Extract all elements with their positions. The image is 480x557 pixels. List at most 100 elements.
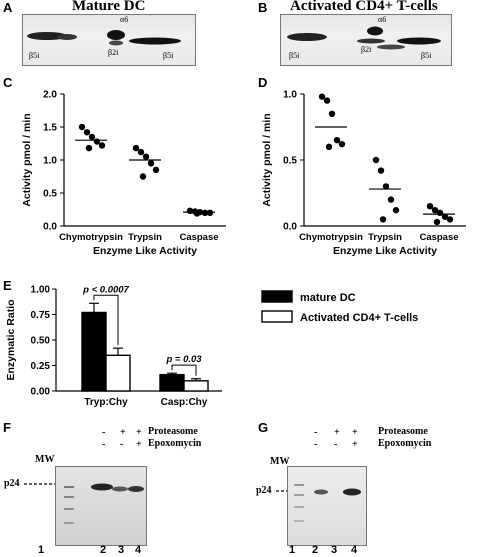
d-point-2-5 — [433, 218, 441, 226]
f-sign-1-3: + — [136, 427, 142, 438]
f-lane-3: 3 — [118, 544, 125, 556]
d-ylabel: Activity pmol / min — [261, 113, 273, 206]
spot-b-label-beta5i-left: β5i — [289, 51, 300, 60]
e-legend-label-0: mature DC — [300, 292, 356, 304]
blot-g-bands — [294, 484, 361, 522]
blot-f-bands — [64, 483, 144, 524]
d-ytick-label-2: 1.0 — [283, 90, 297, 101]
f-band-lane3 — [112, 486, 128, 492]
g-sign-2-3: + — [352, 439, 358, 450]
g-sign-1-3: + — [352, 427, 358, 438]
gel-a: α6 β2i β5i β5i — [22, 14, 196, 66]
d-point-0-5 — [325, 143, 333, 150]
c-point-0-5 — [85, 144, 93, 152]
spot-b-beta5i-mid — [377, 44, 405, 50]
spot-beta5i-left-tail — [57, 34, 77, 40]
c-point-2-5 — [193, 210, 201, 217]
f-sign-2-2: - — [120, 439, 124, 450]
d-point-2-1 — [431, 206, 439, 214]
c-xtick-label-1: Trypsin — [128, 232, 162, 243]
spot-beta5i-right — [129, 37, 181, 45]
d-point-0-4 — [338, 140, 346, 148]
gel-b: α6 β2i β5i β5i — [280, 14, 452, 66]
chart-e: 0.00 0.25 0.50 0.75 1.00 Enzymatic Ratio Tryp:… — [5, 284, 418, 408]
d-ytick-label-0: 0.0 — [283, 222, 297, 233]
e-legend-swatch-1 — [261, 310, 293, 323]
c-ylabel: Activity pmol / min — [21, 113, 33, 206]
spot-beta5i-left — [27, 32, 67, 40]
e-ytick-label-0: 0.00 — [31, 387, 51, 398]
d-point-2-3 — [441, 213, 449, 220]
e-bar-1-0 — [159, 373, 185, 392]
f-sign-2-1: - — [102, 439, 106, 450]
spot-b-beta5i-left — [287, 33, 327, 41]
f-row-epoxomycin-label: Epoxomycin — [148, 438, 202, 449]
c-point-1-4 — [152, 166, 160, 174]
d-xlabel: Enzyme Like Activity — [333, 245, 437, 257]
f-sign-1-1: - — [102, 427, 106, 438]
c-xtick-label-2: Caspase — [179, 232, 218, 243]
panel-label-a: A — [3, 0, 13, 15]
chart-c: 0.0 0.5 1.0 1.5 2.0 Chymotrypsin Trypsin Caspas… — [21, 90, 226, 257]
g-sign-1-2: + — [334, 427, 340, 438]
e-legend-swatch-0 — [261, 290, 293, 303]
d-point-0-0 — [318, 93, 326, 100]
d-xtick-label-0: Chymotrypsin — [299, 232, 363, 243]
f-band-lane4 — [128, 486, 144, 492]
c-xtick-label-0: Chymotrypsin — [59, 232, 123, 243]
g-lane-1: 1 — [289, 544, 296, 556]
panel-label-d: D — [258, 75, 268, 90]
spot-beta2i — [109, 40, 123, 46]
spot-b-beta5i-right — [397, 37, 441, 45]
c-point-1-2 — [142, 153, 150, 160]
panel-label-f: F — [3, 420, 11, 435]
f-sign-1-2: + — [120, 427, 126, 438]
spot-b-label-beta5i-right: β5i — [421, 51, 432, 60]
e-bar-0-0 — [81, 311, 107, 392]
e-bar-1-1 — [183, 380, 209, 392]
g-mw-label: MW — [270, 456, 290, 467]
d-ytick-label-1: 0.5 — [283, 156, 297, 167]
c-point-0-3 — [93, 138, 101, 145]
f-lane-4: 4 — [135, 544, 142, 556]
d-point-1-4 — [392, 206, 400, 214]
gel-a-spots — [27, 30, 181, 46]
e-ytick-label-1: 0.25 — [31, 361, 51, 372]
spot-label-beta2i: β2i — [108, 48, 119, 57]
d-xtick-label-1: Trypsin — [368, 232, 402, 243]
e-bracket-1 — [171, 364, 197, 376]
f-lane-1: 1 — [38, 544, 45, 556]
panel-label-g: G — [258, 420, 269, 435]
e-ytick-label-4: 1.00 — [31, 285, 51, 296]
spot-alpha6 — [107, 30, 125, 40]
d-point-2-2 — [436, 209, 444, 216]
spot-label-beta5i-right: β5i — [163, 51, 174, 60]
c-point-1-3 — [147, 160, 155, 167]
g-band-label: p24 — [256, 485, 272, 496]
spot-b-label-beta2i: β2i — [361, 45, 372, 54]
d-point-0-3 — [333, 137, 341, 144]
e-xtick-label-0: Tryp:Chy — [84, 397, 128, 408]
e-ytick-label-3: 0.75 — [31, 310, 51, 321]
e-bar-0-1 — [105, 354, 131, 392]
d-point-1-5 — [379, 216, 387, 223]
gel-b-spots — [287, 26, 441, 50]
g-band-lane4 — [343, 488, 361, 496]
d-point-0-2 — [328, 110, 336, 117]
g-lane-2: 2 — [312, 544, 319, 556]
f-band-label: p24 — [4, 478, 20, 489]
c-point-1-1 — [137, 148, 145, 156]
d-point-1-1 — [377, 167, 385, 174]
f-sign-2-3: + — [136, 439, 142, 450]
c-point-2-3 — [201, 209, 209, 216]
c-ytick-label-4: 2.0 — [43, 90, 57, 101]
e-legend-label-1: Activated CD4+ T-cells — [300, 312, 418, 324]
c-point-0-0 — [78, 123, 86, 131]
f-lane-2: 2 — [100, 544, 107, 556]
e-ytick-label-2: 0.50 — [31, 336, 51, 347]
g-row-proteasome-label: Proteasome — [378, 426, 428, 437]
d-point-2-0 — [426, 203, 434, 210]
c-xlabel: Enzyme Like Activity — [93, 245, 197, 257]
d-point-1-0 — [372, 156, 380, 164]
c-ytick-label-2: 1.0 — [43, 156, 57, 167]
